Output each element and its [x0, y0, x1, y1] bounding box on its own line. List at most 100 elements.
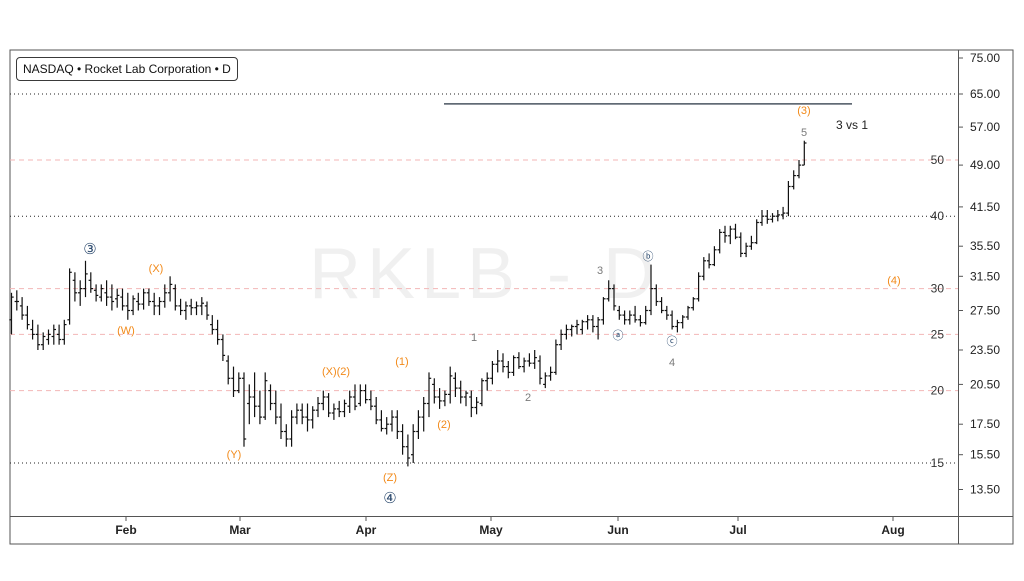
wave-label: 3 — [597, 265, 603, 277]
ohlc-bar — [46, 329, 51, 345]
ohlc-bar — [490, 361, 495, 385]
ohlc-bar — [30, 319, 35, 340]
ohlc-bar — [543, 372, 548, 389]
ohlc-bar — [342, 399, 347, 418]
price-tick-label: 65.00 — [970, 87, 1000, 101]
price-tick-label: 17.50 — [970, 417, 1000, 431]
ohlc-bar — [648, 264, 654, 316]
wave-label: ③ — [83, 241, 96, 258]
ohlc-bar — [728, 225, 733, 245]
ohlc-bar — [183, 301, 189, 320]
ohlc-bar — [210, 315, 215, 335]
wave-label: ⓑ — [643, 250, 654, 263]
ohlc-bar — [337, 400, 342, 418]
ohlc-bar — [664, 305, 669, 320]
ohlc-bar — [236, 372, 241, 394]
ohlc-bar — [268, 384, 273, 411]
ohlc-bar — [273, 390, 278, 425]
ohlc-bar — [532, 350, 537, 369]
wave-label: 5 — [801, 127, 807, 139]
ohlc-bar — [247, 384, 252, 425]
ohlc-bar — [257, 390, 263, 425]
ohlc-bar — [765, 210, 770, 224]
wave-label: ⓒ — [667, 335, 678, 348]
wave-label: (3) — [797, 105, 810, 117]
ohlc-bar — [590, 315, 596, 333]
ohlc-bar — [67, 268, 72, 325]
ohlc-bar — [93, 284, 99, 302]
ohlc-bar — [696, 272, 701, 302]
ohlc-bar — [780, 206, 786, 220]
ohlc-bar — [215, 319, 220, 345]
ohlc-bar — [606, 280, 611, 302]
price-tick-label: 31.50 — [970, 269, 1000, 283]
time-tick-label: Feb — [115, 523, 136, 537]
ohlc-bar — [527, 353, 532, 367]
reference-line-label: 15 — [931, 456, 945, 470]
time-tick-label: Apr — [356, 523, 377, 537]
ohlc-bar — [146, 288, 152, 306]
wave-label: ④ — [383, 490, 396, 507]
wave-label: (2) — [437, 419, 450, 431]
ohlc-bar — [379, 410, 384, 432]
price-axis-ticks: 75.00 65.00 57.00 49.00 41.50 35.50 31.50 27.50… — [958, 51, 1000, 497]
reference-line-label: 25 — [931, 327, 945, 341]
symbol-watermark: RKLB - D — [309, 234, 661, 314]
ohlc-bar — [368, 390, 374, 411]
ohlc-bar — [25, 305, 30, 330]
ohlc-bar — [389, 410, 395, 432]
ohlc-bar — [516, 352, 522, 369]
time-axis-ticks: Feb Mar Apr May Jun Jul Aug — [115, 516, 905, 537]
ohlc-bar — [485, 372, 490, 391]
ohlc-bar — [284, 424, 289, 447]
ohlc-bar — [162, 284, 167, 308]
reference-line-label: 30 — [931, 282, 945, 296]
ohlc-bar — [400, 424, 405, 455]
ohlc-bar — [347, 390, 352, 413]
ohlc-bar — [643, 305, 648, 325]
ohlc-bar — [9, 292, 14, 335]
ohlc-bar — [738, 232, 743, 258]
wave-label: 4 — [669, 357, 675, 369]
ohlc-bar — [384, 417, 389, 435]
ohlc-bar — [558, 329, 564, 350]
ohlc-bar — [632, 305, 638, 323]
ohlc-bar — [474, 397, 479, 415]
ohlc-bar — [416, 410, 421, 439]
ohlc-bar — [701, 257, 706, 281]
ohlc-bar — [479, 378, 485, 407]
symbol-legend[interactable]: NASDAQ • Rocket Lab Corporation • D — [16, 57, 238, 81]
ohlc-bar — [611, 284, 617, 311]
wave-label: (Z) — [383, 472, 397, 484]
ohlc-bar — [141, 288, 146, 310]
ohlc-bar — [305, 403, 310, 432]
ohlc-bar — [178, 298, 183, 316]
ohlc-bar — [14, 290, 19, 311]
time-tick-label: Aug — [881, 523, 904, 537]
ohlc-bar — [759, 210, 765, 226]
price-tick-label: 13.50 — [970, 483, 1000, 497]
ohlc-bar — [263, 372, 268, 420]
ohlc-bar — [421, 397, 426, 432]
ohlc-bar — [411, 424, 416, 463]
ohlc-bar — [104, 280, 109, 306]
ohlc-bar — [62, 319, 67, 345]
ohlc-bar — [733, 223, 738, 240]
ohlc-bar — [358, 384, 363, 407]
price-tick-label: 23.50 — [970, 343, 1000, 357]
ohlc-bar — [743, 242, 749, 258]
ohlc-bar — [585, 315, 590, 330]
ohlc-bar — [754, 219, 759, 245]
reference-line-labels: 50 40 30 25 20 15 — [931, 153, 945, 470]
ohlc-bar — [78, 280, 83, 306]
ohlc-bar — [72, 272, 78, 302]
price-tick-label: 41.50 — [970, 200, 1000, 214]
wave-label: (1) — [395, 356, 408, 368]
ohlc-bar — [712, 246, 717, 267]
ohlc-bar — [553, 339, 559, 375]
ohlc-bar — [574, 319, 580, 335]
ohlc-bar — [569, 324, 574, 337]
chart-border — [9, 49, 1014, 545]
price-tick-label: 49.00 — [970, 158, 1000, 172]
